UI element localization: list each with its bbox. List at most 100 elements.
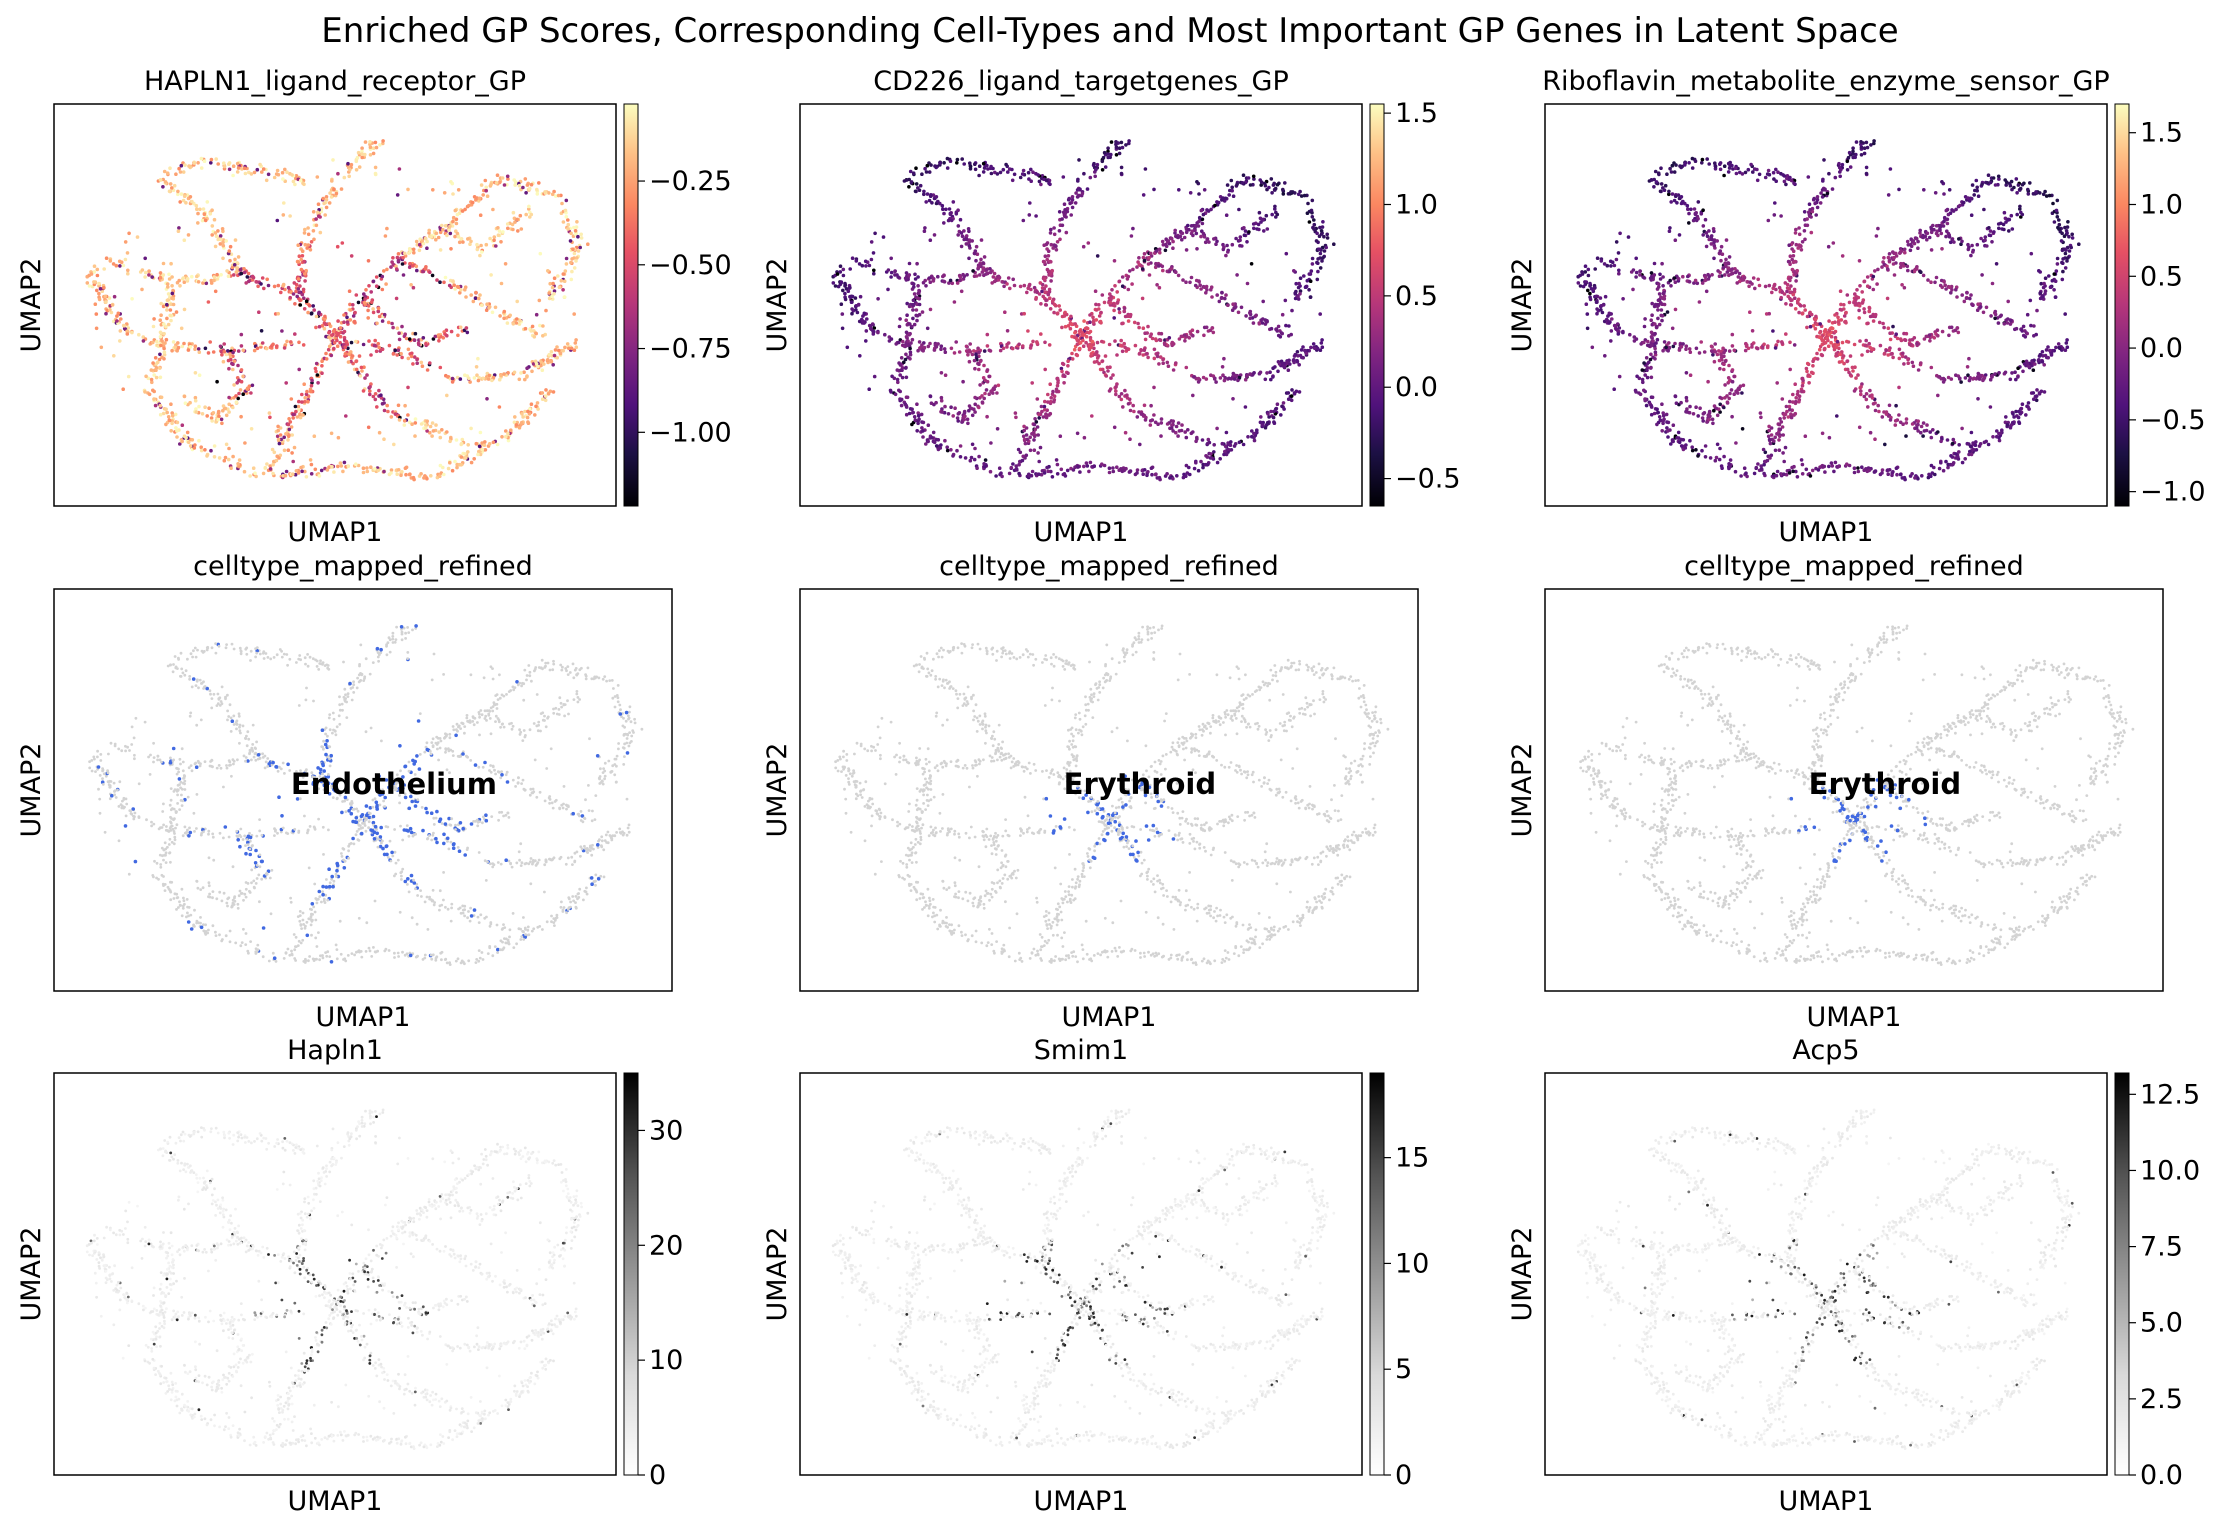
cell-point [1301,345,1305,349]
cell-point [1803,308,1807,312]
cell-point [305,390,309,394]
cell-point [1191,394,1195,398]
cell-point [1277,325,1281,329]
cell-point [328,191,332,195]
cell-point [1787,415,1791,419]
cell-point [1224,197,1228,201]
cell-point [310,463,314,467]
cell-point [217,411,221,415]
cell-point [1292,269,1296,273]
cell-point [968,360,972,364]
cell-point [1112,309,1116,313]
cell-point [1859,389,1863,393]
cell-point [147,273,151,277]
cell-point [457,285,461,289]
cell-point [1017,343,1021,347]
cell-point [1920,235,1924,239]
cell-point [1287,391,1291,395]
cell-point [439,248,443,252]
cell-point [284,474,288,478]
cell-point [1785,405,1789,409]
cell-point [209,212,213,216]
cell-point [1952,240,1956,244]
cell-point [1026,329,1030,333]
cell-point [100,346,104,350]
cell-point [1047,254,1051,258]
cell-point [513,371,517,375]
cell-point [494,306,498,310]
cell-point [1021,344,1025,348]
cell-point [1604,295,1608,299]
cell-point [1015,467,1019,471]
cell-point [1111,373,1115,377]
cell-point [944,208,948,212]
cell-point [300,400,304,404]
cell-point [2057,342,2061,346]
cell-point [183,163,187,167]
cell-point [1094,289,1098,293]
cell-point [989,167,993,171]
cell-point [945,445,949,449]
cell-point [2010,371,2014,375]
cell-point [1113,339,1117,343]
cell-point [236,364,240,368]
cell-point [1272,410,1276,414]
cell-point [1222,357,1226,361]
cell-point [367,304,371,308]
cell-point [310,311,314,315]
cell-point [842,274,846,278]
cell-point [382,437,386,441]
cell-point [374,392,378,396]
cell-point [1158,286,1162,290]
cell-point [933,164,937,168]
cell-point [1170,267,1174,271]
cell-point [841,289,845,293]
cell-point [898,325,902,329]
cell-point [959,444,963,448]
cell-point [1051,299,1055,303]
cell-point [435,232,439,236]
cell-point [418,249,422,253]
cell-point [509,428,513,432]
cell-point [170,296,174,300]
cell-point [1811,359,1815,363]
cell-point [1297,193,1301,197]
cell-point [1280,405,1284,409]
colorbar-tick-label: 1.5 [1395,98,1438,129]
cell-point [288,296,292,300]
cell-point [183,280,187,284]
cell-point [1579,284,1583,288]
cell-point [905,302,909,306]
cell-point [313,434,317,438]
cell-point [1022,425,1026,429]
cell-point [168,314,172,318]
cell-point [1028,201,1032,205]
cell-point [206,200,210,204]
cell-point [98,298,102,302]
cell-point [312,210,316,214]
cell-point [1944,235,1948,239]
cell-point [399,474,403,478]
cell-point [412,476,416,480]
cell-point [414,417,418,421]
cell-point [1056,384,1060,388]
cell-point [1062,373,1066,377]
cell-point [923,167,927,171]
cell-point [283,168,287,172]
cell-point [314,326,318,330]
cell-point [271,343,275,347]
cell-point [297,368,301,372]
cell-point [1022,169,1026,173]
cell-point [403,404,407,408]
cell-point [424,342,428,346]
cell-point [451,469,455,473]
cell-point [942,212,946,216]
cell-point [882,235,886,239]
cell-point [315,315,319,319]
cell-point [228,353,232,357]
cell-point [1595,312,1599,316]
cell-point [1844,311,1848,315]
cell-point [1997,222,2001,226]
cell-point [1065,231,1069,235]
cell-point [1266,421,1270,425]
